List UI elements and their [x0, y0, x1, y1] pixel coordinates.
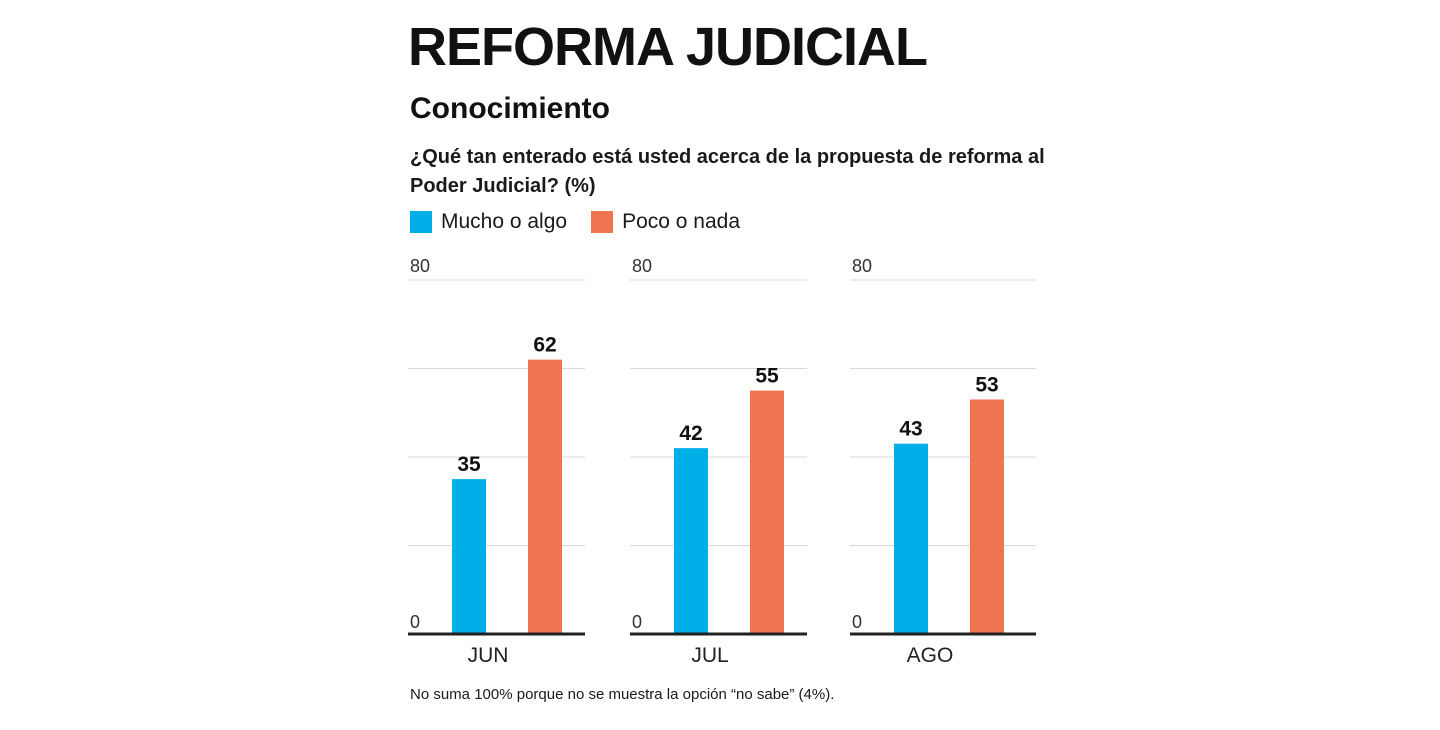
bar-jun-mucho — [452, 479, 486, 634]
data-label-ago-poco: 53 — [975, 373, 998, 396]
bar-jul-poco — [750, 390, 784, 634]
footnote: No suma 100% porque no se muestra la opc… — [410, 686, 835, 703]
data-label-jul-poco: 55 — [755, 365, 779, 388]
bar-jul-mucho — [674, 448, 708, 634]
legend-label-mucho: Mucho o algo — [441, 210, 568, 233]
y-tick-label-bottom-jul: 0 — [632, 612, 642, 632]
bar-jun-poco — [528, 359, 562, 634]
data-label-ago-mucho: 43 — [899, 418, 922, 441]
chart-panel-jun: 80 0 35 62 JUN — [408, 256, 588, 687]
chart-panel-svg-jun: 80 0 35 62 JUN — [408, 256, 585, 667]
y-tick-label-top-jun: 80 — [410, 256, 430, 276]
category-label-jun: JUN — [468, 644, 509, 667]
legend-item-mucho: Mucho o algo — [410, 210, 567, 234]
legend: Mucho o algo Poco o nada — [410, 210, 764, 234]
data-label-jun-poco: 62 — [533, 334, 556, 357]
survey-question: ¿Qué tan enterado está usted acerca de l… — [410, 146, 1045, 197]
legend-swatch-poco — [591, 211, 614, 233]
chart-panel-jul: 80 0 42 55 JUL — [630, 256, 810, 687]
y-tick-label-bottom-ago: 0 — [852, 612, 862, 632]
chart-panel-svg-jul: 80 0 42 55 JUL — [630, 256, 807, 667]
y-tick-label-bottom-jun: 0 — [410, 612, 420, 632]
legend-item-poco: Poco o nada — [591, 210, 740, 234]
category-label-ago: AGO — [907, 644, 954, 667]
chart-panel-ago: 80 0 43 53 AGO — [850, 256, 1040, 687]
y-tick-label-top-ago: 80 — [852, 256, 872, 276]
bar-ago-poco — [970, 399, 1004, 634]
legend-swatch-mucho — [410, 211, 432, 233]
legend-label-poco: Poco o nada — [622, 210, 741, 233]
bar-ago-mucho — [894, 443, 928, 634]
chart-panel-svg-ago: 80 0 43 53 AGO — [850, 256, 1036, 667]
chart-subtitle: Conocimiento — [410, 92, 610, 125]
category-label-jul: JUL — [691, 644, 728, 667]
y-tick-label-top-jul: 80 — [632, 256, 652, 276]
data-label-jun-mucho: 35 — [457, 453, 481, 476]
chart-title: REFORMA JUDICIAL — [408, 17, 928, 77]
data-label-jul-mucho: 42 — [679, 422, 702, 445]
